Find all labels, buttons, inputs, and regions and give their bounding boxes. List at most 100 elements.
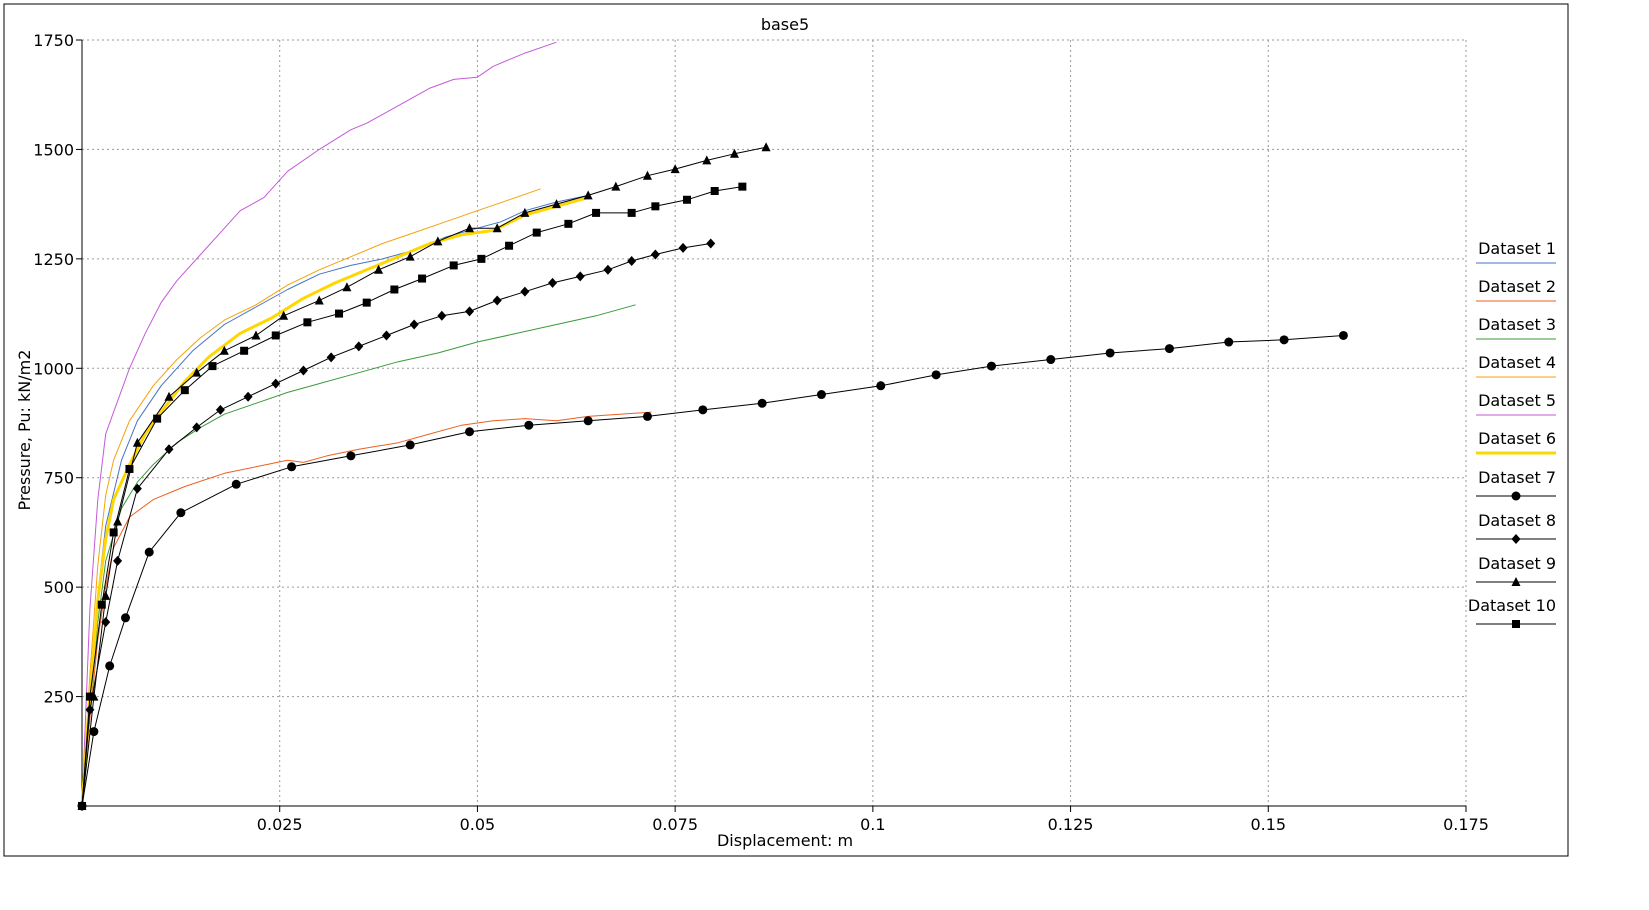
x-tick-label: 0.125 [1048,815,1094,834]
data-point [642,170,652,180]
data-point [592,208,601,217]
x-tick-label: 0.1 [860,815,885,834]
data-point [125,464,134,473]
data-point [418,274,427,283]
legend-item: Dataset 9 [1476,554,1556,586]
legend-item: Dataset 8 [1476,511,1556,544]
data-point [505,241,514,250]
legend: Dataset 1 Dataset 2 Dataset 3 Dataset 4 Data… [1468,239,1556,628]
y-tick-label: 250 [43,688,74,707]
data-point [702,155,712,165]
data-point [670,164,680,174]
series-line [80,196,589,807]
data-point [192,422,202,433]
data-point [271,378,281,389]
data-point [240,346,249,355]
data-point [1338,330,1348,340]
data-point [105,661,115,671]
data-point [271,331,280,340]
y-tick-label: 500 [43,578,74,597]
legend-marker [1511,577,1521,586]
data-point [132,437,142,447]
x-tick-label: 0.075 [652,815,698,834]
data-point [816,390,826,400]
data-point [449,261,458,270]
series-line [81,304,636,807]
data-point [678,242,688,253]
legend-label: Dataset 10 [1468,596,1556,615]
data-point [876,381,886,391]
data-point [492,223,502,233]
data-point [120,613,130,623]
data-point [465,306,475,317]
legend-item: Dataset 3 [1476,315,1556,340]
data-point [548,277,558,288]
data-point [279,310,289,320]
data-point [176,508,186,518]
data-point [1279,335,1289,345]
data-point [603,264,613,275]
data-point [986,361,996,371]
data-point [761,142,771,152]
series-8 [77,238,716,811]
series-6 [80,196,589,807]
legend-item: Dataset 5 [1476,391,1556,416]
data-point [219,345,229,355]
data-point [738,182,747,191]
legend-label: Dataset 7 [1478,468,1556,487]
data-point [180,386,189,395]
legend-item: Dataset 4 [1476,353,1556,378]
legend-marker [1511,534,1521,544]
data-point [231,479,241,489]
chart-border [3,3,1569,857]
legend-item: Dataset 7 [1476,468,1556,501]
data-point [564,219,573,228]
data-point [342,282,352,292]
data-point [757,398,767,408]
data-point [405,440,415,450]
data-point [101,617,111,628]
chart-title: base5 [761,15,809,34]
data-point [109,528,118,537]
x-tick-label: 0.025 [257,815,303,834]
legend-label: Dataset 1 [1478,239,1556,258]
legend-label: Dataset 8 [1478,511,1556,530]
data-point [698,405,708,415]
data-point [374,264,384,274]
data-point [303,318,312,327]
series-3 [81,304,636,807]
legend-item: Dataset 10 [1468,596,1556,628]
data-point [575,271,585,282]
series-9 [77,142,771,810]
data-point [101,590,111,600]
y-tick-label: 1500 [33,140,74,159]
data-point [1224,337,1234,347]
data-point [314,295,324,305]
data-point [465,223,475,233]
series-line [81,335,1344,807]
data-point [642,411,652,421]
axes [81,40,1466,807]
tick-labels: 0.025 0.05 0.075 0.1 0.125 0.15 0.175 250 500 750… [33,31,1489,834]
series-5 [81,41,557,807]
data-point [520,286,530,297]
data-point [113,516,123,526]
data-point [354,341,364,352]
data-point [650,249,660,260]
x-axis-label: Displacement: m [717,831,853,850]
data-point [144,547,154,557]
data-point [89,727,99,737]
data-point [78,802,86,810]
data-point [583,190,593,200]
data-point [192,367,202,377]
data-point [627,208,636,217]
series-line [81,41,557,807]
data-point [215,404,225,415]
series-line [81,146,767,807]
y-tick-label: 1250 [33,250,74,269]
data-point [1164,344,1174,354]
data-point [1105,348,1115,358]
data-point [433,236,443,246]
series-line [81,243,711,807]
